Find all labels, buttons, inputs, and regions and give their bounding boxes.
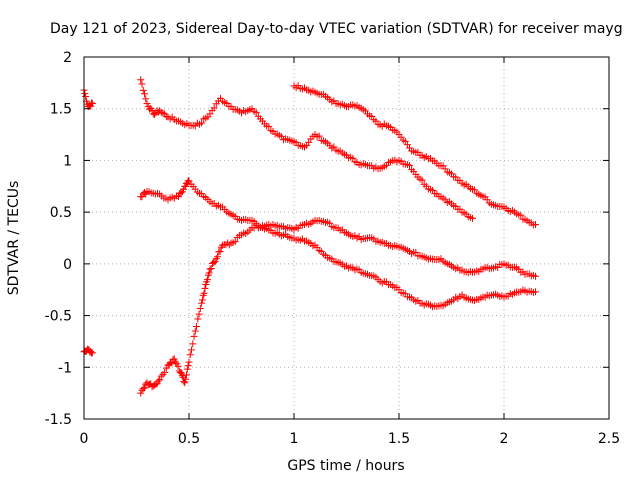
data-point <box>198 296 206 304</box>
data-point <box>177 368 185 376</box>
data-point <box>143 100 151 108</box>
data-point <box>219 241 227 249</box>
data-point <box>154 377 162 385</box>
x-tick-labels: 0 0.5 1 1.5 2 2.5 <box>80 431 621 447</box>
data-point <box>184 362 192 370</box>
y-tick-label: -1.5 <box>45 412 72 428</box>
data-point <box>88 99 96 107</box>
data-point <box>161 368 169 376</box>
x-axis-label: GPS time / hours <box>287 458 404 474</box>
data-point <box>140 384 148 392</box>
y-tick-label: -0.5 <box>45 309 72 325</box>
data-point <box>177 189 185 197</box>
x-tick-label: 2 <box>500 431 509 447</box>
data-point <box>196 304 204 312</box>
data-point <box>198 119 206 127</box>
data-point <box>139 86 147 94</box>
data-point <box>214 253 222 261</box>
data-point <box>82 93 90 101</box>
data-point <box>200 289 208 297</box>
data-point <box>225 241 233 249</box>
x-tick-label: 1 <box>290 431 299 447</box>
data-point <box>189 340 197 348</box>
data-point <box>157 372 165 380</box>
x-tick-label: 0.5 <box>178 431 200 447</box>
data-point <box>88 349 96 357</box>
chart-title: Day 121 of 2023, Sidereal Day-to-day VTE… <box>50 21 623 37</box>
data-point <box>231 237 239 245</box>
y-tick-labels: 2 1.5 1 0.5 0 -0.5 -1 -1.5 <box>45 50 72 428</box>
data-point <box>532 221 539 229</box>
data-point <box>88 100 96 108</box>
data-point <box>170 355 178 363</box>
y-tick-label: 1.5 <box>50 102 72 118</box>
data-point <box>469 214 476 222</box>
axis-ticks <box>83 56 610 420</box>
data-point <box>532 288 539 296</box>
data-point <box>182 371 190 379</box>
data-point <box>168 359 176 367</box>
data-point <box>186 351 194 359</box>
data-point <box>206 265 214 273</box>
data-point <box>190 332 198 340</box>
data-point <box>193 323 201 331</box>
data-point <box>210 258 218 266</box>
data-point <box>81 89 89 97</box>
y-tick-label: 0 <box>63 257 72 273</box>
data-point <box>178 372 186 380</box>
y-tick-label: -1 <box>58 360 72 376</box>
y-axis-label: SDTVAR / TECUs <box>6 181 22 296</box>
data-point <box>216 247 224 255</box>
data-point <box>181 379 189 387</box>
data-point <box>182 182 190 190</box>
data-point <box>142 95 150 103</box>
data-point <box>182 375 190 383</box>
y-tick-label: 0.5 <box>50 205 72 221</box>
data-point <box>252 109 260 117</box>
data-point <box>162 364 170 372</box>
data-point <box>185 358 193 366</box>
x-tick-label: 1.5 <box>388 431 410 447</box>
data-point <box>138 193 146 201</box>
data-point <box>517 211 525 219</box>
data-point <box>159 109 167 117</box>
data-point <box>191 327 199 335</box>
data-point <box>162 112 170 120</box>
data-point <box>183 365 191 373</box>
data-point <box>195 310 203 318</box>
data-point <box>198 299 206 307</box>
data-point <box>137 389 145 397</box>
plot-frame <box>83 56 610 420</box>
data-point <box>412 248 420 256</box>
y-tick-label: 2 <box>63 50 72 66</box>
data-point <box>156 376 164 384</box>
data-point <box>532 272 539 280</box>
data-point <box>138 80 146 88</box>
data-point <box>406 162 413 170</box>
data-point <box>188 346 196 354</box>
data-point <box>174 362 182 370</box>
data-point <box>203 276 211 284</box>
data-point <box>205 269 213 277</box>
data-point <box>265 123 273 131</box>
data-point <box>194 315 202 323</box>
data-point <box>201 284 209 292</box>
data-point <box>211 258 219 266</box>
data-point <box>139 384 147 392</box>
data-points <box>80 76 539 397</box>
x-tick-label: 2.5 <box>598 431 620 447</box>
data-point <box>137 76 145 84</box>
data-point <box>207 264 215 272</box>
data-point <box>315 132 323 140</box>
data-point <box>140 90 148 98</box>
data-point <box>210 104 218 112</box>
data-point <box>87 348 95 356</box>
x-tick-label: 0 <box>80 431 89 447</box>
data-point <box>175 193 182 201</box>
data-point <box>157 108 165 116</box>
data-point <box>151 110 159 118</box>
data-point <box>418 176 426 184</box>
y-tick-label: 1 <box>63 153 72 169</box>
